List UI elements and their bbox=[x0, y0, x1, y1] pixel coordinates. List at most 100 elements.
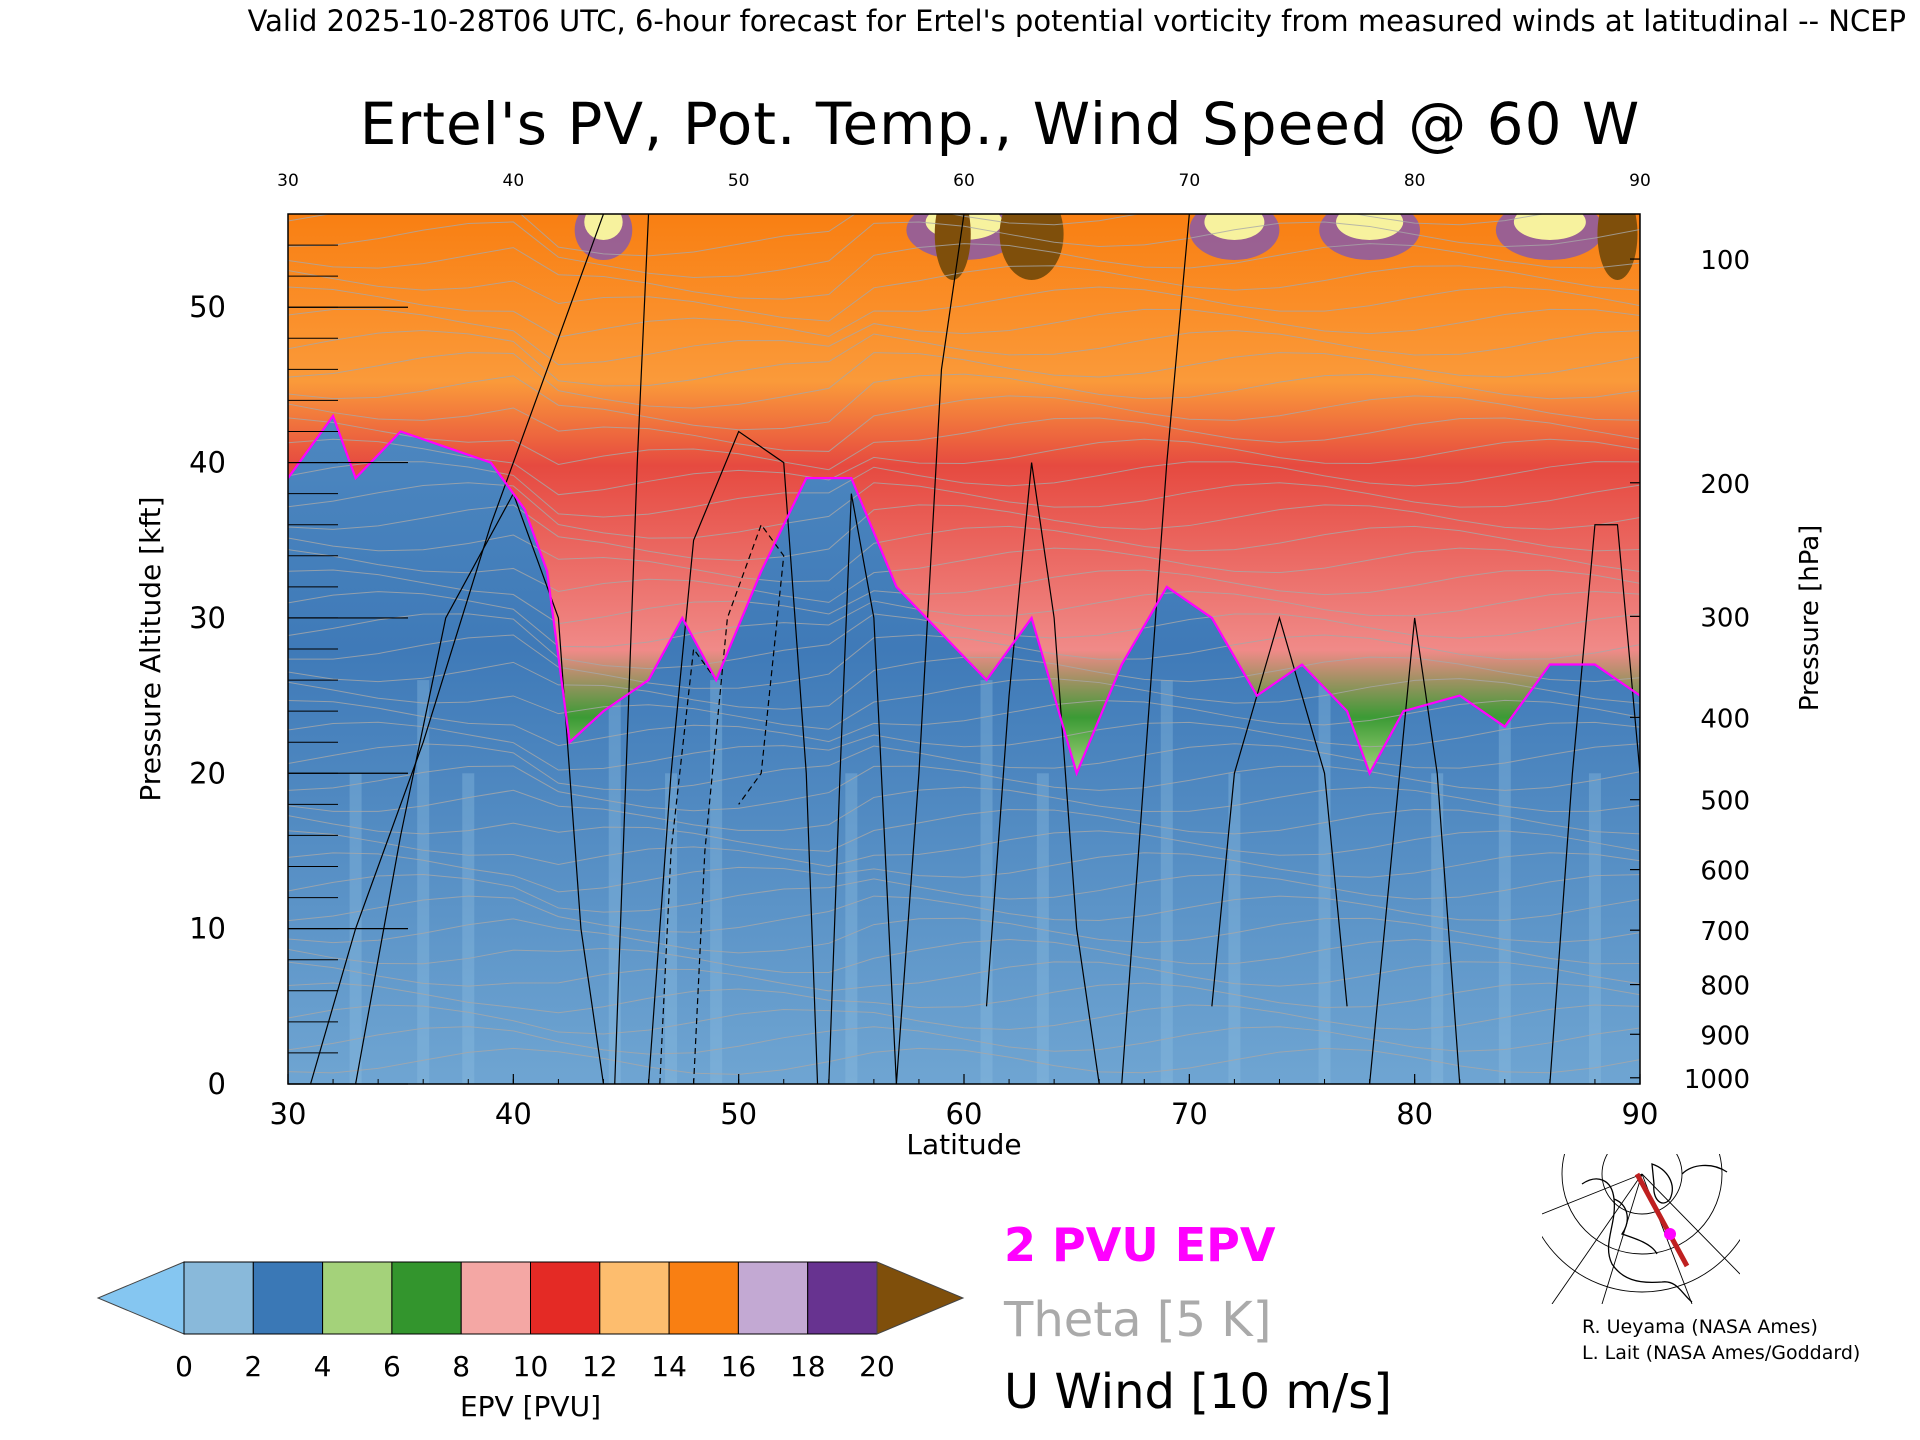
y-right-tick-label: 100 bbox=[1700, 246, 1750, 276]
x-tick-label: 50 bbox=[720, 1097, 757, 1131]
map-coastlines bbox=[1581, 1163, 1728, 1303]
theta-contour bbox=[288, 591, 1640, 648]
y-right-tick-label: 900 bbox=[1700, 1021, 1750, 1051]
y-tick-label: 50 bbox=[189, 290, 226, 324]
theta-contour bbox=[288, 308, 1640, 366]
theta-contour bbox=[288, 373, 1640, 431]
theta-contour bbox=[288, 982, 1640, 1014]
pv-light-streak bbox=[980, 680, 993, 1084]
pv-brown-patch bbox=[999, 214, 1064, 280]
uwind-contour bbox=[985, 462, 1100, 1084]
theta-contour bbox=[288, 243, 1640, 300]
x-top-tick-label: 50 bbox=[728, 171, 750, 191]
y-axis-label-right: Pressure [hPa] bbox=[1795, 525, 1825, 712]
legend-epv: 2 PVU EPV bbox=[1004, 1218, 1276, 1272]
colorbar-tick-label: 0 bbox=[175, 1350, 193, 1383]
pv-light-streak bbox=[845, 773, 858, 1084]
colorbar-tick-label: 20 bbox=[859, 1350, 895, 1383]
y-right-tick-label: 300 bbox=[1700, 603, 1750, 633]
colorbar-tick-label: 12 bbox=[582, 1350, 618, 1383]
theta-contour bbox=[288, 395, 1640, 452]
pv-yellow-patch bbox=[584, 214, 623, 240]
y-tick-label: 40 bbox=[189, 446, 226, 480]
pv-light-streak bbox=[462, 773, 475, 1084]
map-graticule bbox=[1542, 1154, 1740, 1304]
y-right-tick-label: 1000 bbox=[1684, 1065, 1750, 1095]
colorbar-tick-label: 6 bbox=[383, 1350, 401, 1383]
theta-contour bbox=[288, 917, 1640, 954]
y-right-tick-label: 200 bbox=[1700, 470, 1750, 500]
colorbar-tick-label: 18 bbox=[790, 1350, 826, 1383]
y-right-tick-label: 400 bbox=[1700, 704, 1750, 734]
theta-contour bbox=[288, 1004, 1640, 1035]
uwind-contour-negative bbox=[693, 523, 785, 1084]
pv-light-streak bbox=[1588, 773, 1601, 1084]
colorbar-segment bbox=[807, 1261, 878, 1335]
colorbar-segment bbox=[460, 1261, 532, 1335]
theta-contour bbox=[288, 765, 1640, 812]
uwind-contour bbox=[1549, 524, 1640, 1084]
theta-contour bbox=[288, 330, 1640, 387]
pv-light-streak bbox=[665, 773, 678, 1084]
x-axis-label: Latitude bbox=[906, 1128, 1021, 1161]
theta-contour bbox=[288, 613, 1640, 670]
colorbar-segment bbox=[737, 1261, 809, 1335]
theta-contour bbox=[288, 939, 1640, 973]
uwind-contour bbox=[647, 430, 819, 1084]
uwind-contour bbox=[1211, 615, 1348, 1007]
pv-brown-patch bbox=[1597, 214, 1638, 280]
theta-contour bbox=[288, 743, 1640, 791]
pv-yellow-patch bbox=[1204, 214, 1265, 240]
pv-light-streak bbox=[608, 680, 621, 1084]
pv-brown-patch bbox=[934, 214, 971, 280]
uwind-contour-negative bbox=[659, 647, 717, 1084]
theta-contour bbox=[288, 352, 1640, 409]
header-line: Valid 2025-10-28T06 UTC, 6-hour forecast… bbox=[247, 4, 1906, 38]
colorbar-tick-label: 8 bbox=[452, 1350, 470, 1383]
y-tick-label: 20 bbox=[189, 756, 226, 790]
colorbar-over-arrow bbox=[876, 1261, 965, 1335]
theta-contour bbox=[288, 286, 1640, 338]
theta-contour bbox=[288, 873, 1640, 913]
uwind-contour bbox=[895, 214, 965, 1084]
x-tick-label: 60 bbox=[946, 1097, 983, 1131]
theta-contour bbox=[288, 852, 1640, 893]
y-tick-label: 30 bbox=[189, 601, 226, 635]
epv-2pvu-contour bbox=[288, 413, 1640, 777]
colorbar-segment bbox=[530, 1261, 601, 1335]
colorbar-tick-label: 16 bbox=[721, 1350, 757, 1383]
x-top-tick-label: 30 bbox=[277, 171, 299, 191]
y-right-tick-label: 500 bbox=[1700, 787, 1750, 817]
y-axis-label-left: Pressure Altitude [kft] bbox=[134, 496, 167, 801]
x-top-tick-label: 90 bbox=[1629, 171, 1651, 191]
colorbar-tick-label: 14 bbox=[651, 1350, 687, 1383]
y-tick-label: 0 bbox=[208, 1067, 226, 1101]
y-tick-label: 10 bbox=[189, 912, 226, 946]
pv-light-streak bbox=[1318, 680, 1331, 1084]
uwind-contour bbox=[614, 214, 650, 1084]
colorbar-tick-label: 4 bbox=[314, 1350, 332, 1383]
colorbar-under-arrow bbox=[96, 1261, 185, 1335]
theta-contour bbox=[288, 786, 1640, 831]
y-right-tick-label: 800 bbox=[1700, 972, 1750, 1002]
legend-uwind: U Wind [10 m/s] bbox=[1004, 1364, 1393, 1420]
pv-light-streak bbox=[1160, 680, 1173, 1084]
pv-yellow-patch bbox=[1336, 214, 1404, 240]
legend-theta: Theta [5 K] bbox=[1004, 1292, 1272, 1348]
x-top-tick-label: 80 bbox=[1404, 171, 1426, 191]
theta-contour bbox=[288, 678, 1640, 730]
theta-contour bbox=[288, 721, 1640, 771]
theta-contour bbox=[288, 699, 1640, 747]
colorbar-segment bbox=[391, 1261, 462, 1335]
y-right-tick-label: 700 bbox=[1700, 917, 1750, 947]
uwind-contour bbox=[1121, 214, 1190, 1084]
cross-section-line bbox=[1634, 1172, 1690, 1268]
theta-contour bbox=[288, 634, 1640, 689]
uwind-contour bbox=[309, 214, 605, 1084]
x-tick-label: 80 bbox=[1396, 1097, 1433, 1131]
x-top-tick-label: 40 bbox=[503, 171, 525, 191]
theta-contour bbox=[288, 547, 1640, 603]
theta-contour bbox=[288, 1026, 1640, 1055]
x-top-tick-label: 60 bbox=[953, 171, 975, 191]
